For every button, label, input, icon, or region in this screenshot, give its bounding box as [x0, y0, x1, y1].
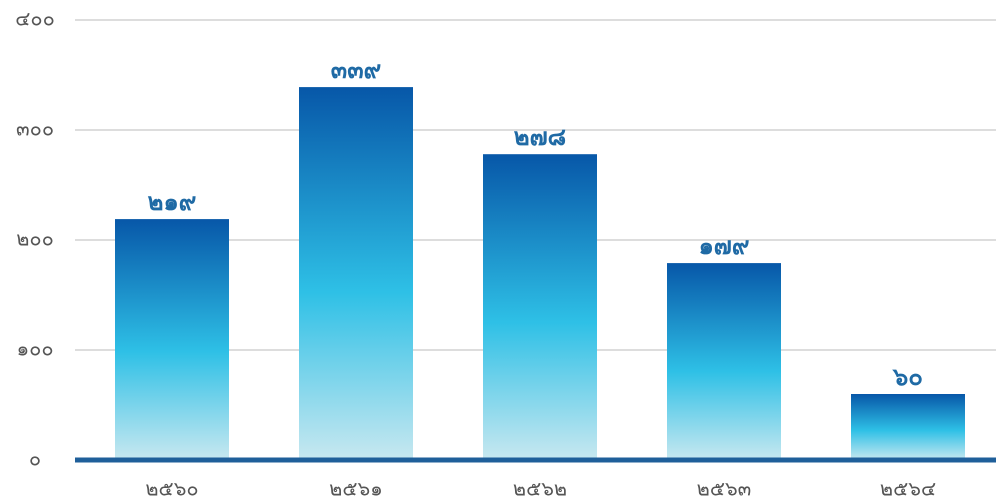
value-label: ๒๗๘: [514, 123, 566, 151]
y-tick-label: ๐: [29, 447, 41, 471]
y-tick-label: ๓๐๐: [16, 117, 54, 141]
x-tick-label: ๒๕๖๔: [880, 477, 936, 501]
x-tick-label: ๒๕๖๒: [513, 477, 567, 501]
bar: [483, 154, 597, 460]
x-tick-label: ๒๕๖๐: [145, 477, 198, 501]
value-label: ๑๗๙: [699, 232, 750, 260]
value-label: ๖๐: [892, 363, 923, 391]
bar: [667, 263, 781, 460]
y-tick-label: ๑๐๐: [16, 337, 53, 361]
x-tick-label: ๒๕๖๑: [329, 477, 383, 501]
value-label: ๓๓๙: [331, 56, 381, 84]
x-tick-label: ๒๕๖๓: [697, 477, 752, 501]
value-label: ๒๑๙: [148, 188, 197, 216]
bar: [115, 219, 229, 460]
y-tick-label: ๒๐๐: [16, 227, 54, 251]
y-tick-label: ๔๐๐: [15, 7, 55, 31]
bar: [299, 87, 413, 460]
bar: [851, 394, 965, 460]
